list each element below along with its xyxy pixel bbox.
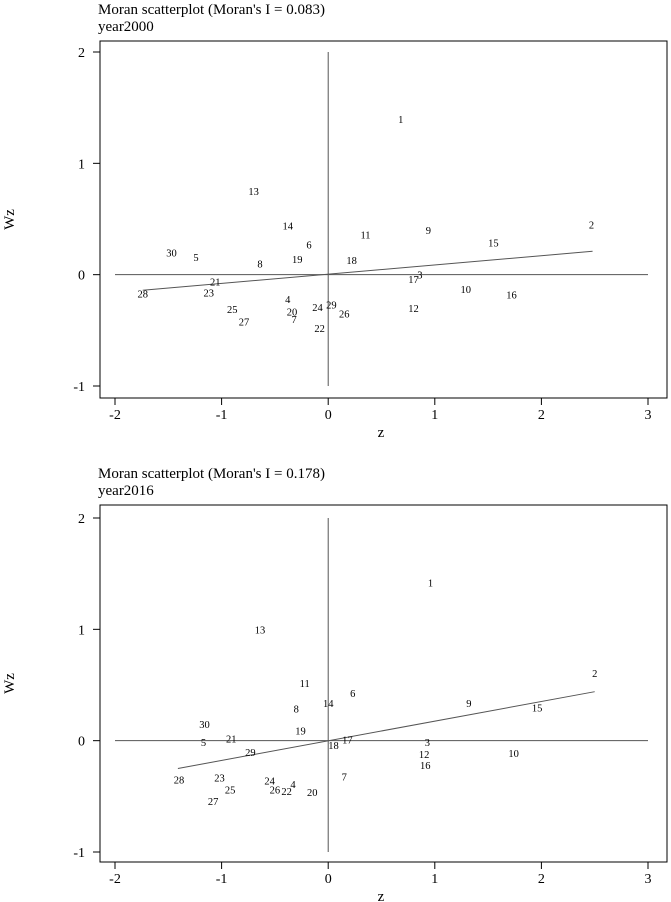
y-axis-label: Wz: [2, 209, 18, 230]
point-label-27: 27: [208, 797, 219, 808]
chart-title: Moran scatterplot (Moran's I = 0.083): [98, 2, 325, 18]
scatterplot-panel-year2016: Moran scatterplot (Moran's I = 0.178)yea…: [2, 466, 668, 902]
x-axis-label: z: [378, 425, 385, 441]
chart-subtitle: year2016: [98, 483, 154, 499]
point-label-24: 24: [264, 777, 275, 788]
point-label-7: 7: [291, 315, 296, 326]
point-label-18: 18: [346, 256, 357, 267]
point-label-22: 22: [314, 324, 325, 335]
point-label-20: 20: [307, 788, 318, 799]
point-label-9: 9: [426, 226, 431, 237]
point-label-25: 25: [227, 305, 238, 316]
point-label-24: 24: [312, 303, 323, 314]
y-tick-label: 2: [78, 512, 85, 527]
point-label-15: 15: [488, 238, 499, 249]
point-label-11: 11: [360, 231, 370, 242]
x-tick-label: 0: [325, 872, 332, 887]
point-label-16: 16: [420, 761, 431, 772]
y-tick-label: 2: [78, 46, 85, 61]
point-label-23: 23: [214, 773, 225, 784]
point-label-29: 29: [326, 301, 337, 312]
point-label-5: 5: [193, 253, 198, 264]
point-label-25: 25: [225, 786, 236, 797]
y-tick-label: 1: [78, 157, 85, 172]
x-tick-label: -2: [109, 408, 121, 423]
point-label-8: 8: [294, 704, 299, 715]
y-tick-label: 0: [78, 735, 85, 750]
x-tick-label: -2: [109, 872, 121, 887]
point-label-2: 2: [592, 669, 597, 680]
point-label-6: 6: [306, 241, 311, 252]
x-axis-label: z: [378, 889, 385, 902]
x-tick-label: 2: [538, 408, 545, 423]
point-label-17: 17: [342, 736, 353, 747]
point-label-10: 10: [460, 285, 471, 296]
x-tick-label: 2: [538, 872, 545, 887]
y-tick-label: -1: [73, 380, 85, 395]
y-tick-label: 0: [78, 269, 85, 284]
regression-fit-line: [142, 250, 593, 291]
x-tick-label: 0: [325, 408, 332, 423]
point-label-21: 21: [226, 734, 237, 745]
y-axis-label: Wz: [2, 673, 18, 694]
point-label-28: 28: [137, 290, 148, 301]
point-label-15: 15: [532, 703, 543, 714]
point-label-10: 10: [508, 749, 519, 760]
point-label-13: 13: [255, 625, 266, 636]
point-label-2: 2: [589, 221, 594, 232]
point-label-16: 16: [506, 291, 517, 302]
point-label-19: 19: [295, 727, 306, 738]
point-label-11: 11: [300, 679, 310, 690]
point-label-21: 21: [210, 277, 221, 288]
point-label-30: 30: [199, 720, 210, 731]
point-label-12: 12: [419, 750, 430, 761]
y-tick-label: 1: [78, 623, 85, 638]
point-label-6: 6: [350, 689, 355, 700]
point-label-1: 1: [428, 579, 433, 590]
x-tick-label: 3: [645, 872, 652, 887]
point-label-22: 22: [281, 787, 292, 798]
point-label-14: 14: [282, 222, 293, 233]
point-label-26: 26: [339, 310, 350, 321]
scatterplot-panel-year2000: Moran scatterplot (Moran's I = 0.083)yea…: [2, 2, 668, 441]
point-label-28: 28: [174, 776, 185, 787]
point-label-20: 20: [287, 307, 298, 318]
point-label-8: 8: [257, 260, 262, 271]
point-label-12: 12: [408, 304, 419, 315]
x-tick-label: 1: [431, 872, 438, 887]
chart-subtitle: year2000: [98, 19, 154, 35]
point-label-4: 4: [285, 295, 291, 306]
regression-fit-line: [177, 691, 595, 769]
point-label-26: 26: [270, 786, 281, 797]
y-tick-label: -1: [73, 846, 85, 861]
point-label-17: 17: [408, 275, 419, 286]
point-label-3: 3: [417, 271, 422, 282]
point-label-29: 29: [245, 748, 256, 759]
point-label-18: 18: [328, 741, 339, 752]
point-label-9: 9: [466, 699, 471, 710]
point-label-4: 4: [290, 780, 296, 791]
point-label-30: 30: [166, 248, 177, 259]
point-label-3: 3: [425, 738, 430, 749]
point-label-23: 23: [204, 288, 215, 299]
chart-title: Moran scatterplot (Moran's I = 0.178): [98, 466, 325, 482]
point-label-14: 14: [323, 699, 334, 710]
point-label-19: 19: [292, 255, 303, 266]
plot-frame: [99, 40, 668, 399]
point-label-27: 27: [239, 317, 250, 328]
point-label-7: 7: [342, 772, 347, 783]
point-label-13: 13: [248, 187, 259, 198]
plot-frame: [99, 504, 668, 863]
point-label-1: 1: [398, 115, 403, 126]
x-tick-label: 3: [645, 408, 652, 423]
x-tick-label: -1: [216, 872, 228, 887]
point-label-5: 5: [201, 738, 206, 749]
x-tick-label: 1: [431, 408, 438, 423]
x-tick-label: -1: [216, 408, 228, 423]
